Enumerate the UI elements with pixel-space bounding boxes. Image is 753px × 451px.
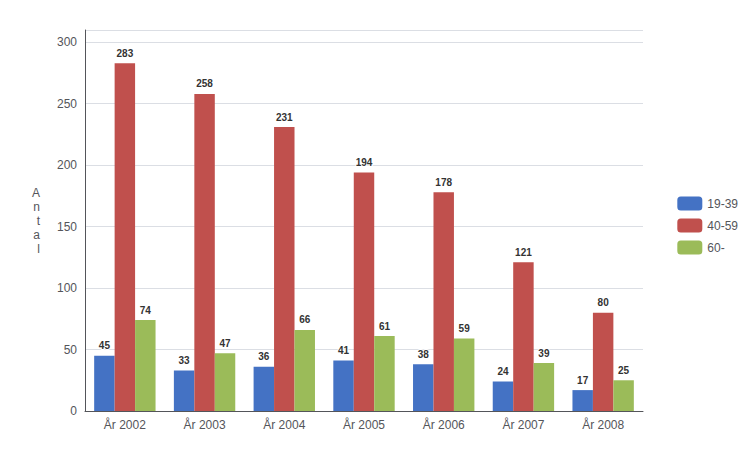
svg-text:År 2006: År 2006	[423, 417, 465, 432]
svg-text:74: 74	[140, 305, 152, 316]
svg-text:45: 45	[99, 340, 111, 351]
svg-text:121: 121	[515, 247, 532, 258]
svg-text:38: 38	[418, 349, 430, 360]
svg-text:39: 39	[538, 348, 550, 359]
svg-text:19-39: 19-39	[707, 197, 738, 211]
svg-text:258: 258	[196, 78, 213, 89]
svg-text:n: n	[33, 200, 40, 214]
svg-text:194: 194	[356, 157, 373, 168]
svg-text:50: 50	[64, 343, 78, 357]
svg-text:200: 200	[57, 158, 77, 172]
svg-text:60-: 60-	[707, 241, 724, 255]
svg-text:t: t	[37, 214, 41, 228]
svg-text:År 2004: År 2004	[263, 417, 305, 432]
svg-text:150: 150	[57, 220, 77, 234]
svg-text:A: A	[32, 186, 40, 200]
svg-text:År 2003: År 2003	[184, 417, 226, 432]
svg-text:66: 66	[299, 314, 311, 325]
svg-text:År 2002: År 2002	[104, 417, 146, 432]
svg-text:47: 47	[219, 338, 231, 349]
svg-text:61: 61	[379, 321, 391, 332]
svg-text:41: 41	[338, 345, 350, 356]
svg-text:0: 0	[70, 404, 77, 418]
svg-text:100: 100	[57, 281, 77, 295]
svg-text:40-59: 40-59	[707, 219, 738, 233]
svg-text:25: 25	[618, 365, 630, 376]
svg-text:59: 59	[459, 323, 471, 334]
svg-text:År 2005: År 2005	[343, 417, 385, 432]
svg-text:250: 250	[57, 97, 77, 111]
svg-text:80: 80	[598, 297, 610, 308]
svg-text:283: 283	[117, 48, 134, 59]
svg-text:36: 36	[258, 351, 270, 362]
svg-text:178: 178	[435, 177, 452, 188]
svg-text:l: l	[37, 242, 40, 256]
svg-text:År 2007: År 2007	[502, 417, 544, 432]
svg-text:231: 231	[276, 112, 293, 123]
svg-text:17: 17	[577, 375, 589, 386]
svg-text:a: a	[33, 228, 40, 242]
svg-text:År 2008: År 2008	[582, 417, 624, 432]
svg-text:300: 300	[57, 35, 77, 49]
svg-text:33: 33	[179, 355, 191, 366]
svg-text:24: 24	[497, 366, 509, 377]
